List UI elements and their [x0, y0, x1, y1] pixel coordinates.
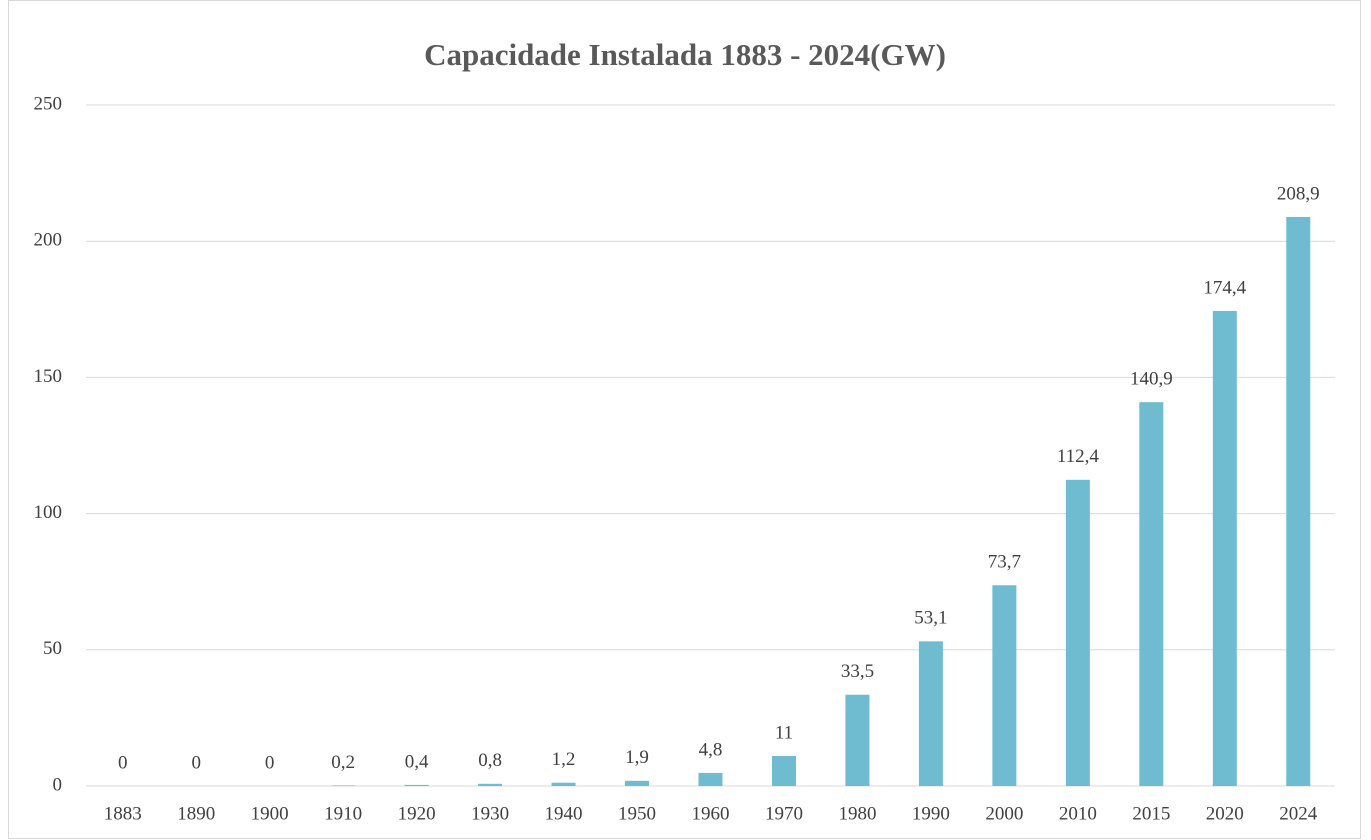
- x-tick-label: 2024: [1279, 803, 1318, 824]
- data-label: 4,8: [699, 739, 723, 760]
- bar: [1139, 402, 1164, 786]
- bar: [771, 756, 796, 786]
- x-tick-label: 1883: [104, 803, 142, 824]
- data-label: 73,7: [988, 552, 1021, 573]
- data-label: 11: [775, 722, 793, 743]
- x-tick-label: 1920: [398, 803, 436, 824]
- x-tick-label: 1960: [692, 803, 730, 824]
- bar: [698, 772, 723, 786]
- data-label: 112,4: [1057, 446, 1100, 467]
- data-label: 0,2: [331, 752, 355, 773]
- x-tick-label: 1910: [324, 803, 362, 824]
- bar: [918, 641, 943, 786]
- data-label: 0: [118, 752, 128, 773]
- bar: [845, 694, 870, 786]
- y-tick-label: 250: [34, 93, 63, 114]
- bar: [551, 782, 576, 786]
- y-tick-label: 150: [34, 366, 63, 387]
- chart-title: Capacidade Instalada 1883 - 2024(GW): [424, 37, 946, 72]
- y-tick-label: 50: [43, 638, 62, 659]
- y-tick-label: 0: [53, 774, 63, 795]
- bar: [478, 783, 503, 786]
- bar: [1065, 479, 1090, 786]
- x-tick-label: 2020: [1206, 803, 1244, 824]
- data-label: 174,4: [1203, 277, 1246, 298]
- bar: [404, 784, 429, 786]
- data-label: 208,9: [1277, 183, 1320, 204]
- y-tick-label: 200: [34, 230, 63, 251]
- data-label: 140,9: [1130, 369, 1173, 390]
- x-tick-label: 1990: [912, 803, 950, 824]
- data-label: 0,4: [405, 751, 429, 772]
- data-label: 1,9: [625, 747, 649, 768]
- x-tick-label: 1970: [765, 803, 803, 824]
- bar: [625, 780, 650, 786]
- x-tick-label: 2000: [985, 803, 1023, 824]
- x-tick-label: 2010: [1059, 803, 1097, 824]
- bar: [1286, 216, 1311, 786]
- x-tick-label: 1890: [177, 803, 215, 824]
- x-tick-label: 1950: [618, 803, 656, 824]
- data-label: 33,5: [841, 661, 874, 682]
- bar: [331, 785, 356, 786]
- data-label: 0: [191, 752, 201, 773]
- x-tick-label: 1900: [251, 803, 289, 824]
- x-tick-label: 1930: [471, 803, 509, 824]
- chart-frame: [8, 0, 1361, 839]
- data-label: 1,2: [552, 749, 576, 770]
- x-tick-label: 1940: [545, 803, 583, 824]
- x-tick-label: 2015: [1132, 803, 1170, 824]
- data-label: 0: [265, 752, 275, 773]
- data-label: 0,8: [478, 750, 502, 771]
- data-label: 53,1: [914, 608, 947, 629]
- x-tick-label: 1980: [838, 803, 876, 824]
- bar: [992, 585, 1017, 786]
- y-tick-label: 100: [34, 502, 63, 523]
- bar: [1212, 310, 1237, 786]
